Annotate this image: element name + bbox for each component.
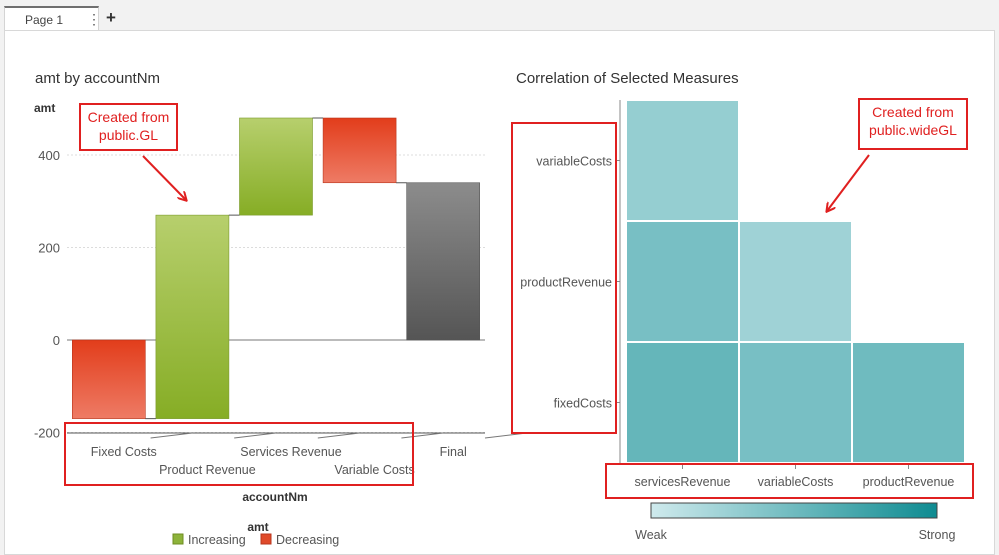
- waterfall-title: amt by accountNm: [35, 70, 161, 87]
- y-tick-label: -200: [34, 426, 60, 441]
- legend-label-increasing: Increasing: [188, 533, 246, 547]
- bar-fixed-costs: [72, 339, 146, 419]
- x-tick-label: Variable Costs: [334, 463, 414, 477]
- bar-product-revenue: [155, 214, 230, 419]
- heatmap-cell: [625, 341, 740, 464]
- tab-page-1[interactable]: Page 1 ⋮: [4, 6, 101, 30]
- x-tick-label: Product Revenue: [159, 463, 256, 477]
- annotation-callout-widegl: Created from public.wideGL: [858, 98, 968, 150]
- color-legend-high-label: Strong: [919, 528, 956, 542]
- y-tick-label: 0: [53, 333, 60, 348]
- bar-final: [406, 182, 481, 341]
- x-tick-label: Fixed Costs: [91, 445, 157, 459]
- annotation-box-x-axis-labels: [64, 422, 414, 486]
- annotation-box-y-axis-labels: [511, 122, 617, 434]
- annotation-callout-gl: Created from public.GL: [79, 103, 178, 151]
- y-tick-label: fixedCosts: [554, 397, 612, 411]
- vertical-ellipsis-icon[interactable]: ⋮: [87, 11, 101, 27]
- correlation-title: Correlation of Selected Measures: [516, 70, 739, 87]
- bar-services-revenue: [239, 117, 313, 216]
- x-tick-label: Services Revenue: [240, 445, 341, 459]
- y-tick-label: 200: [38, 241, 60, 256]
- legend-swatch-decreasing: [260, 533, 272, 545]
- x-axis-title: accountNm: [242, 490, 307, 504]
- heatmap-cell: [625, 99, 740, 222]
- legend-swatch-increasing: [172, 533, 184, 545]
- x-tick: [401, 432, 444, 439]
- annotation-box-heatmap-x-labels: [605, 463, 974, 499]
- color-legend-low-label: Weak: [635, 528, 667, 542]
- y-tick-label: variableCosts: [536, 155, 612, 169]
- y-tick-label: 400: [38, 148, 60, 163]
- tab-label: Page 1: [25, 13, 64, 27]
- heatmap-cell: [851, 341, 966, 464]
- heatmap-cell: [625, 220, 740, 343]
- x-tick-label: productRevenue: [863, 475, 955, 489]
- legend-label-decreasing: Decreasing: [276, 533, 339, 547]
- x-tick-label: variableCosts: [758, 475, 834, 489]
- heatmap-cell: [738, 341, 853, 464]
- plus-icon[interactable]: +: [106, 8, 116, 27]
- color-legend-bar: [650, 502, 938, 519]
- y-tick-label: productRevenue: [520, 276, 612, 290]
- x-tick-label: servicesRevenue: [635, 475, 731, 489]
- heatmap-cell: [738, 220, 853, 343]
- x-tick: [317, 432, 360, 439]
- legend-title: amt: [247, 520, 268, 534]
- x-tick: [234, 432, 277, 439]
- tab-bar: Page 1 ⋮ +: [0, 0, 999, 30]
- y-axis-title: amt: [34, 101, 55, 115]
- x-tick: [150, 432, 193, 439]
- x-tick-label: Final: [440, 445, 467, 459]
- bar-variable-costs: [322, 117, 397, 184]
